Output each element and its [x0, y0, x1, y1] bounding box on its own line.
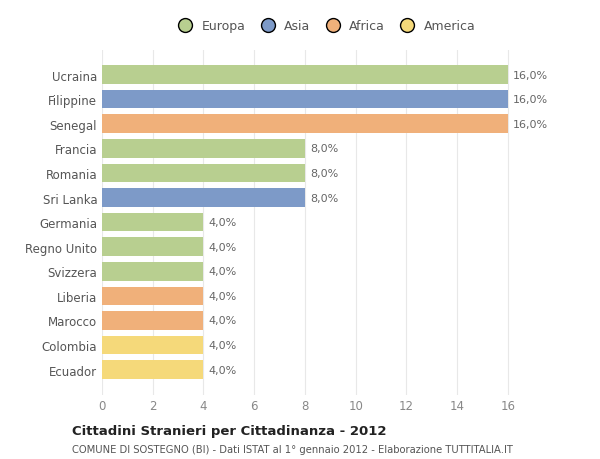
Text: 8,0%: 8,0% [310, 193, 338, 203]
Bar [102, 66, 508, 84]
Text: 4,0%: 4,0% [209, 267, 237, 277]
Bar [102, 91, 508, 109]
Text: 16,0%: 16,0% [513, 95, 548, 105]
Text: COMUNE DI SOSTEGNO (BI) - Dati ISTAT al 1° gennaio 2012 - Elaborazione TUTTITALI: COMUNE DI SOSTEGNO (BI) - Dati ISTAT al … [72, 444, 513, 454]
Text: 4,0%: 4,0% [209, 242, 237, 252]
Bar [102, 140, 305, 158]
Bar [102, 238, 203, 257]
Bar [102, 312, 203, 330]
Bar [102, 336, 203, 354]
Text: 16,0%: 16,0% [513, 119, 548, 129]
Text: 8,0%: 8,0% [310, 144, 338, 154]
Text: 4,0%: 4,0% [209, 341, 237, 350]
Bar [102, 115, 508, 134]
Text: 4,0%: 4,0% [209, 365, 237, 375]
Text: 8,0%: 8,0% [310, 168, 338, 179]
Bar [102, 213, 203, 232]
Text: Cittadini Stranieri per Cittadinanza - 2012: Cittadini Stranieri per Cittadinanza - 2… [72, 425, 386, 437]
Text: 4,0%: 4,0% [209, 218, 237, 228]
Bar [102, 164, 305, 183]
Bar [102, 263, 203, 281]
Text: 4,0%: 4,0% [209, 291, 237, 301]
Text: 4,0%: 4,0% [209, 316, 237, 326]
Legend: Europa, Asia, Africa, America: Europa, Asia, Africa, America [167, 16, 481, 39]
Bar [102, 189, 305, 207]
Bar [102, 361, 203, 379]
Text: 16,0%: 16,0% [513, 70, 548, 80]
Bar [102, 287, 203, 305]
